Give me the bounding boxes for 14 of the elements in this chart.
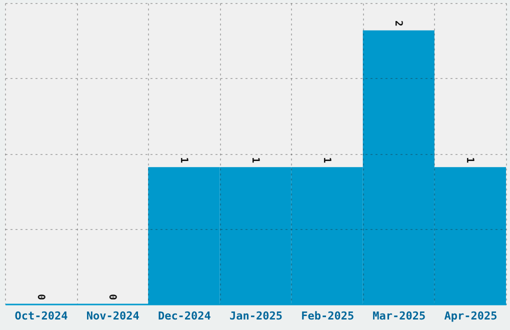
data-label: 1 (178, 157, 189, 164)
data-label: 0 (34, 294, 46, 300)
x-tick-label: Feb-2025 (301, 310, 354, 322)
data-label: 0 (106, 294, 118, 300)
x-tick-label: Mar-2025 (372, 310, 426, 322)
x-tick-label: Jan-2025 (230, 310, 282, 322)
x-tick-label: Oct-2024 (14, 310, 68, 322)
data-label: 1 (464, 157, 476, 164)
data-label: 1 (250, 157, 260, 164)
x-tick-label: Apr-2025 (444, 310, 498, 322)
x-tick-label: Nov-2024 (86, 310, 140, 322)
x-tick-label: Dec-2024 (158, 310, 212, 322)
data-label: 1 (321, 157, 332, 164)
data-label: 2 (392, 20, 404, 26)
